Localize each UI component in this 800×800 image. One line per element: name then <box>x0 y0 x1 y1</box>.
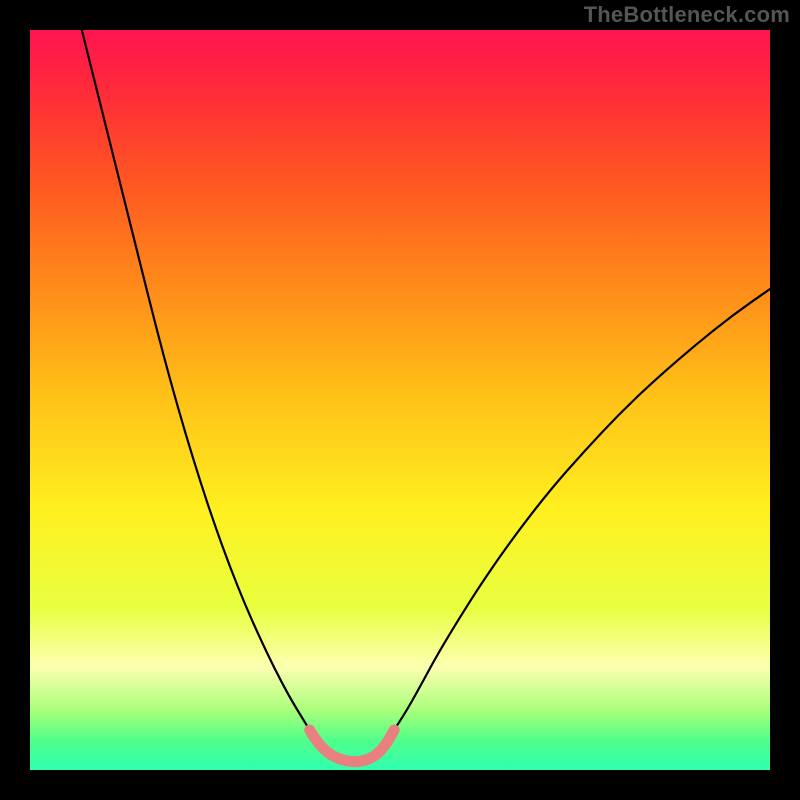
chart-container <box>0 0 800 800</box>
watermark-text: TheBottleneck.com <box>584 2 790 28</box>
chart-svg <box>0 0 800 800</box>
plot-gradient <box>30 30 770 770</box>
